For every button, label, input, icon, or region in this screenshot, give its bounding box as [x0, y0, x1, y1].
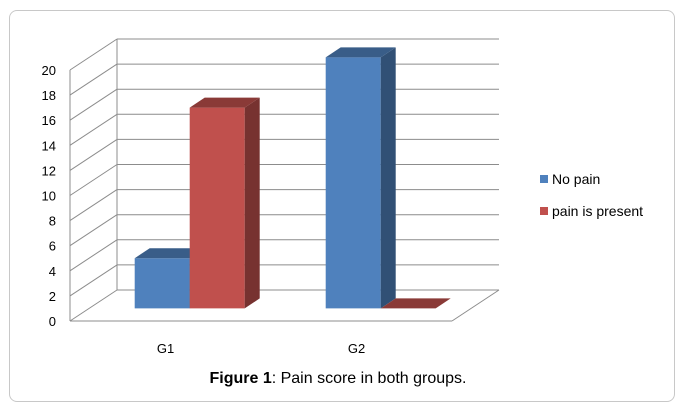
- x-tick-label: G2: [348, 341, 365, 356]
- bar-side: [244, 97, 260, 309]
- y-tick-label: 14: [42, 138, 56, 153]
- bar-top-zero: [380, 298, 451, 309]
- bar-top: [134, 248, 205, 259]
- y-tick-label: 8: [49, 214, 56, 229]
- bar-front: [134, 258, 190, 309]
- gridline-diagonal: [69, 113, 118, 146]
- y-tick-label: 6: [49, 239, 56, 254]
- chart: 0 2 4 6 8 10 12 14 16 18 20 G1 G2 No pain pain is pres…: [42, 38, 643, 356]
- legend-label: No pain: [552, 171, 600, 187]
- gridline-diagonal: [69, 164, 118, 196]
- floor-right-edge: [451, 289, 500, 322]
- gridline-diagonal: [69, 214, 118, 247]
- y-tick-label: 4: [49, 264, 56, 279]
- bar-top: [325, 47, 396, 58]
- gridline-diagonal: [69, 189, 118, 222]
- bar-top: [189, 97, 260, 108]
- gridline-diagonal: [69, 38, 118, 71]
- bar-side: [380, 47, 396, 309]
- y-tick-label: 10: [42, 189, 56, 204]
- caption-text: : Pain score in both groups.: [271, 370, 467, 387]
- figure-caption: Figure 1: Pain score in both groups.: [0, 370, 676, 388]
- figure-frame: [9, 10, 675, 402]
- gridline-diagonal: [69, 88, 118, 121]
- gridline-diagonal: [69, 264, 118, 297]
- bar-front: [325, 57, 381, 309]
- caption-label: Figure 1: [209, 370, 272, 387]
- y-tick-label: 2: [49, 289, 56, 304]
- x-tick-label: G1: [157, 341, 174, 356]
- y-tick-label: 12: [42, 163, 56, 178]
- gridline-diagonal: [69, 289, 118, 322]
- y-tick-label: 20: [42, 63, 56, 78]
- legend-swatch: [540, 175, 548, 183]
- gridline-diagonal: [69, 239, 118, 272]
- legend-swatch: [540, 207, 548, 215]
- bar-front: [189, 107, 245, 309]
- y-tick-label: 16: [42, 113, 56, 128]
- gridline-diagonal: [69, 63, 118, 96]
- gridline-diagonal: [69, 138, 118, 171]
- y-tick-label: 18: [42, 88, 56, 103]
- y-tick-label: 0: [49, 314, 56, 329]
- legend-label: pain is present: [552, 203, 643, 219]
